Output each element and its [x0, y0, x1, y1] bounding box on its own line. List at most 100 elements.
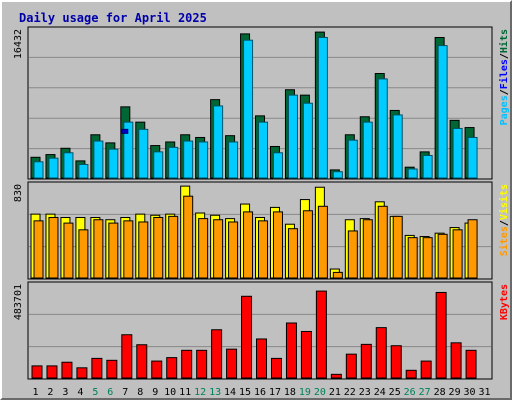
bar-sites [63, 222, 74, 279]
bar-sites [422, 237, 433, 279]
bar-kbytes [226, 348, 238, 379]
bar-files [347, 139, 358, 179]
x-tick-label: 15 [239, 387, 251, 398]
bar-sites [33, 220, 44, 279]
bar-files [317, 36, 328, 179]
bar-sites [407, 237, 418, 279]
bar-files [362, 121, 373, 179]
legend-entry: Pages [499, 95, 510, 125]
bar-sites [183, 195, 194, 279]
bar-kbytes [196, 349, 208, 379]
bar-kbytes [465, 349, 477, 379]
bar-sites [452, 229, 463, 279]
bar-kbytes [106, 359, 118, 379]
bar-sites [93, 219, 104, 279]
legend-entry: / [499, 220, 510, 226]
x-tick-label: 27 [419, 387, 431, 398]
bar-sites [138, 221, 149, 279]
x-tick-label: 4 [77, 387, 83, 398]
bar-kbytes [435, 291, 447, 379]
bar-sites [78, 229, 89, 279]
bar-sites [317, 205, 328, 279]
x-tick-label: 29 [449, 387, 461, 398]
bar-sites [347, 230, 358, 279]
y-max-label-kbytes: 483701 [13, 284, 24, 320]
bar-kbytes [181, 349, 193, 379]
bar-sites [228, 221, 239, 279]
x-tick-label: 30 [464, 387, 476, 398]
x-tick-label: 13 [209, 387, 221, 398]
bar-files [467, 136, 478, 179]
bar-files [108, 148, 119, 179]
bar-sites [302, 210, 313, 279]
bar-kbytes [241, 295, 253, 379]
bar-files [452, 127, 463, 179]
legend-entry: / [499, 53, 510, 59]
bar-files [33, 161, 44, 179]
bar-files [228, 141, 239, 179]
x-tick-label: 23 [359, 387, 371, 398]
bar-sites [108, 222, 119, 279]
legend-entry: KBytes [499, 284, 510, 320]
bar-sites [213, 219, 224, 279]
legend-entry: Visits [498, 184, 510, 220]
x-tick-label: 22 [344, 387, 356, 398]
bar-sites [287, 228, 298, 279]
x-tick-label: 16 [254, 387, 266, 398]
bar-sites [332, 271, 343, 279]
bar-sites [258, 220, 269, 279]
y-max-label-requests: 16432 [13, 29, 24, 59]
bar-kbytes [330, 373, 342, 379]
bar-sites [362, 219, 373, 279]
legend-entry: / [499, 89, 510, 95]
bar-sites [198, 218, 209, 279]
bar-kbytes [256, 338, 268, 379]
bar-sites [467, 219, 478, 279]
bar-sites [48, 216, 59, 279]
bar-kbytes [91, 357, 103, 379]
bar-kbytes [211, 329, 223, 379]
bar-files [48, 157, 59, 179]
bar-files [138, 128, 149, 179]
bar-files [93, 140, 104, 179]
bar-files [198, 141, 209, 179]
bar-kbytes [166, 357, 178, 379]
x-tick-label: 17 [269, 387, 281, 398]
x-tick-label: 7 [122, 387, 128, 398]
bar-files [377, 78, 388, 179]
bar-files [437, 45, 448, 179]
bar-files [168, 146, 179, 179]
x-tick-label: 9 [152, 387, 158, 398]
x-tick-label: 14 [224, 387, 236, 398]
bar-kbytes [300, 330, 312, 379]
bar-files [392, 114, 403, 179]
bar-files [183, 140, 194, 179]
bar-kbytes [136, 344, 148, 379]
legend-entry: Files [498, 59, 510, 89]
bar-files [272, 152, 283, 179]
bar-kbytes [270, 357, 282, 379]
x-tick-label: 8 [137, 387, 143, 398]
x-tick-label: 5 [92, 387, 98, 398]
bar-kbytes [76, 367, 88, 379]
legend-requests: Pages/Files/Hits [498, 29, 510, 125]
bar-files [422, 154, 433, 179]
bar-kbytes [450, 342, 462, 379]
x-tick-label: 26 [404, 387, 416, 398]
bar-sites [377, 205, 388, 279]
bar-files [332, 171, 343, 179]
x-tick-label: 28 [434, 387, 446, 398]
x-tick-label: 25 [389, 387, 401, 398]
legend-entry: Sites [498, 226, 510, 256]
x-tick-label: 19 [299, 387, 311, 398]
bar-kbytes [360, 343, 372, 379]
bar-sites [243, 211, 254, 279]
bar-pages [121, 128, 129, 134]
x-tick-label: 2 [47, 387, 53, 398]
x-tick-label: 11 [179, 387, 191, 398]
bar-files [153, 151, 164, 179]
bar-files [78, 163, 89, 179]
x-tick-label: 21 [329, 387, 341, 398]
